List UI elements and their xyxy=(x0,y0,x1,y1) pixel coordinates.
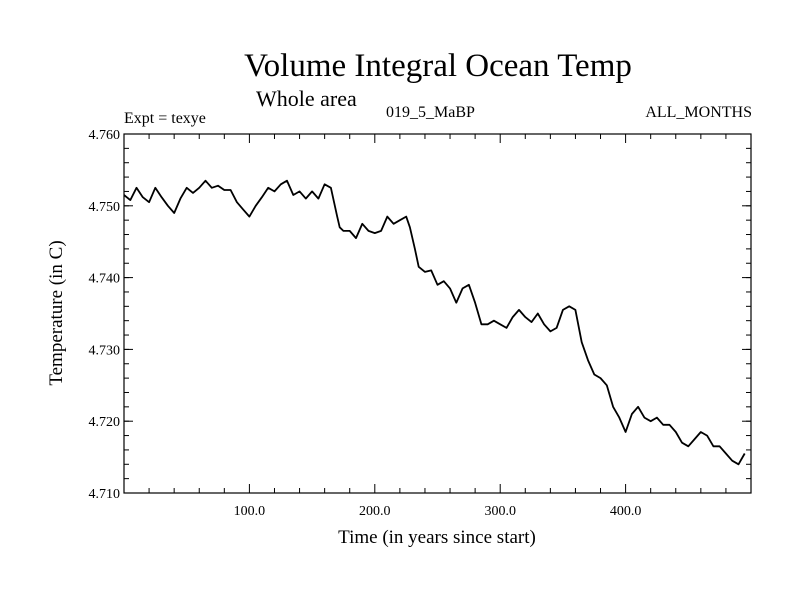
months-label: ALL_MONTHS xyxy=(645,104,752,121)
y-tick-label: 4.730 xyxy=(89,343,121,358)
x-axis: 100.0 200.0 300.0 400.0 xyxy=(148,134,727,519)
series-line xyxy=(123,179,746,466)
x-tick-label: 100.0 xyxy=(234,504,266,519)
x-axis-label: Time (in years since start) xyxy=(338,527,536,548)
experiment-name: 019_5_MaBP xyxy=(386,104,475,121)
x-tick-label: 200.0 xyxy=(359,504,391,519)
x-tick-label: 400.0 xyxy=(610,504,642,519)
series-group xyxy=(123,179,746,466)
y-tick-label: 4.760 xyxy=(89,128,121,143)
y-tick-label: 4.750 xyxy=(89,200,121,215)
y-axis: 4.710 4.720 4.730 4.740 4.750 4.760 xyxy=(89,128,751,502)
plot-frame xyxy=(123,133,752,494)
y-axis-label: Temperature (in C) xyxy=(46,240,67,385)
y-tick-label: 4.740 xyxy=(89,272,121,287)
y-tick-label: 4.720 xyxy=(89,415,121,430)
chart-title: Volume Integral Ocean Temp xyxy=(244,48,632,84)
experiment-label: Expt = texye xyxy=(124,110,206,127)
x-tick-label: 300.0 xyxy=(484,504,516,519)
chart-subtitle: Whole area xyxy=(256,86,357,111)
y-tick-label: 4.710 xyxy=(89,487,121,502)
